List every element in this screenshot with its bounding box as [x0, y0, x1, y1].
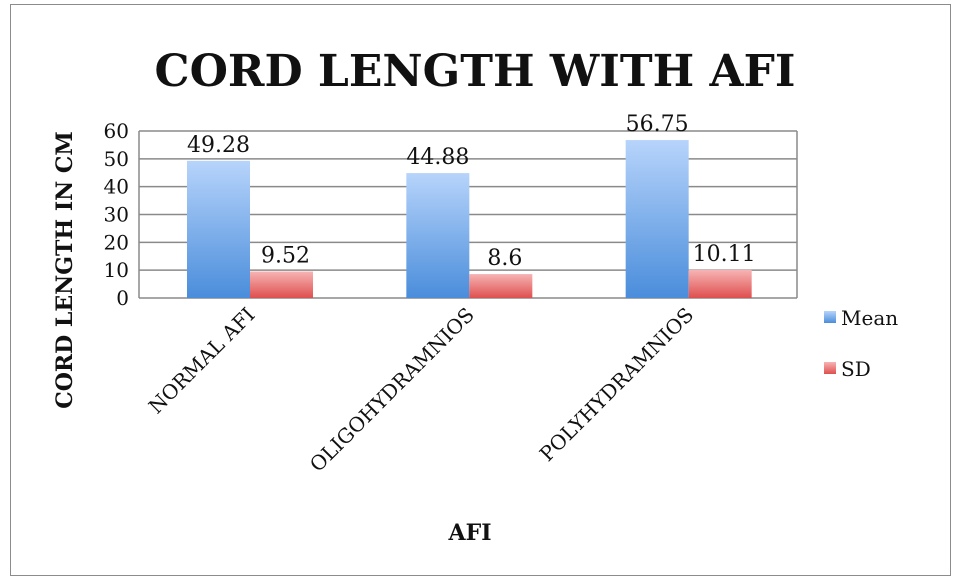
bar-sd	[469, 274, 533, 298]
y-tick-label: 50	[104, 147, 129, 171]
legend-label-sd: SD	[841, 357, 871, 381]
y-tick-label: 30	[104, 203, 129, 227]
y-tick-label: 20	[104, 230, 129, 254]
y-tick-label: 60	[104, 119, 129, 143]
legend-label-mean: Mean	[841, 306, 898, 330]
y-tick-label: 0	[116, 286, 129, 310]
bar-mean	[625, 140, 689, 298]
category-label: NORMAL AFI	[144, 303, 260, 419]
bars	[187, 140, 752, 298]
bar-sd	[688, 269, 752, 298]
category-label: POLYHYDRAMNIOS	[535, 303, 698, 466]
data-label: 8.6	[487, 246, 522, 271]
bar-mean	[187, 160, 250, 298]
category-labels: NORMAL AFI OLIGOHYDRAMNIOS POLYHYDRAMNIOS	[144, 303, 698, 477]
bar-sd	[250, 271, 313, 298]
data-label: 49.28	[187, 133, 250, 158]
y-tick-labels: 0 10 20 30 40 50 60	[104, 119, 129, 310]
data-label: 10.11	[693, 242, 756, 267]
bar-mean	[406, 173, 470, 298]
y-tick-label: 40	[104, 175, 129, 199]
y-tick-label: 10	[104, 258, 129, 282]
x-axis-title: AFI	[448, 520, 492, 546]
legend: Mean SD	[824, 306, 898, 381]
chart-title: CORD LENGTH WITH AFI	[155, 46, 796, 97]
data-label: 9.52	[261, 244, 310, 269]
y-axis-title: CORD LENGTH IN CM	[52, 131, 78, 409]
data-label: 44.88	[406, 145, 469, 170]
data-label: 56.75	[626, 112, 689, 137]
legend-swatch-sd	[824, 362, 836, 374]
legend-swatch-mean	[824, 311, 836, 323]
data-labels: 49.28 9.52 44.88 8.6 56.75 10.11	[187, 112, 756, 271]
category-label: OLIGOHYDRAMNIOS	[305, 303, 479, 477]
